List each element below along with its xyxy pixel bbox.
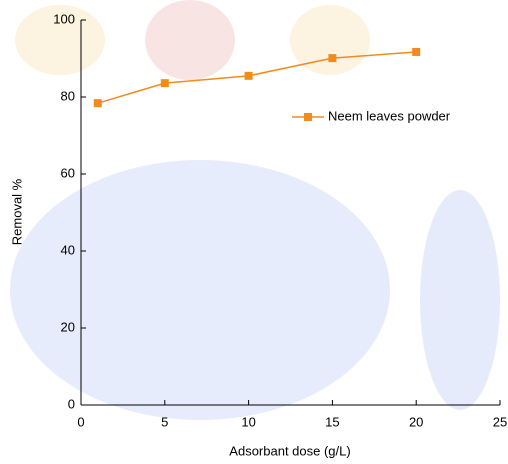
- x-tick-label: 0: [77, 414, 84, 429]
- y-axis-label: Removal %: [9, 178, 24, 245]
- y-tick-label: 80: [61, 88, 75, 103]
- x-tick-label: 20: [409, 414, 423, 429]
- data-point: [412, 48, 420, 56]
- x-tick-label: 5: [161, 414, 168, 429]
- y-tick-label: 20: [61, 319, 75, 334]
- x-axis-label: Adsorbant dose (g/L): [229, 443, 350, 458]
- y-tick-label: 60: [61, 165, 75, 180]
- x-tick-label: 10: [241, 414, 255, 429]
- chart: Removal % Adsorbant dose (g/L) 0 20 40 60 80…: [0, 0, 508, 464]
- data-point: [161, 79, 169, 87]
- series-line: [98, 52, 416, 103]
- y-tick-label: 0: [68, 396, 75, 411]
- data-point: [245, 72, 253, 80]
- legend-label: Neem leaves powder: [328, 108, 451, 123]
- x-tick-label: 25: [493, 414, 507, 429]
- watermark: [10, 0, 500, 420]
- data-point: [94, 99, 102, 107]
- y-tick-label: 40: [61, 242, 75, 257]
- legend-marker: [304, 113, 312, 121]
- data-point: [328, 54, 336, 62]
- y-tick-label: 100: [53, 11, 75, 26]
- x-tick-label: 15: [325, 414, 339, 429]
